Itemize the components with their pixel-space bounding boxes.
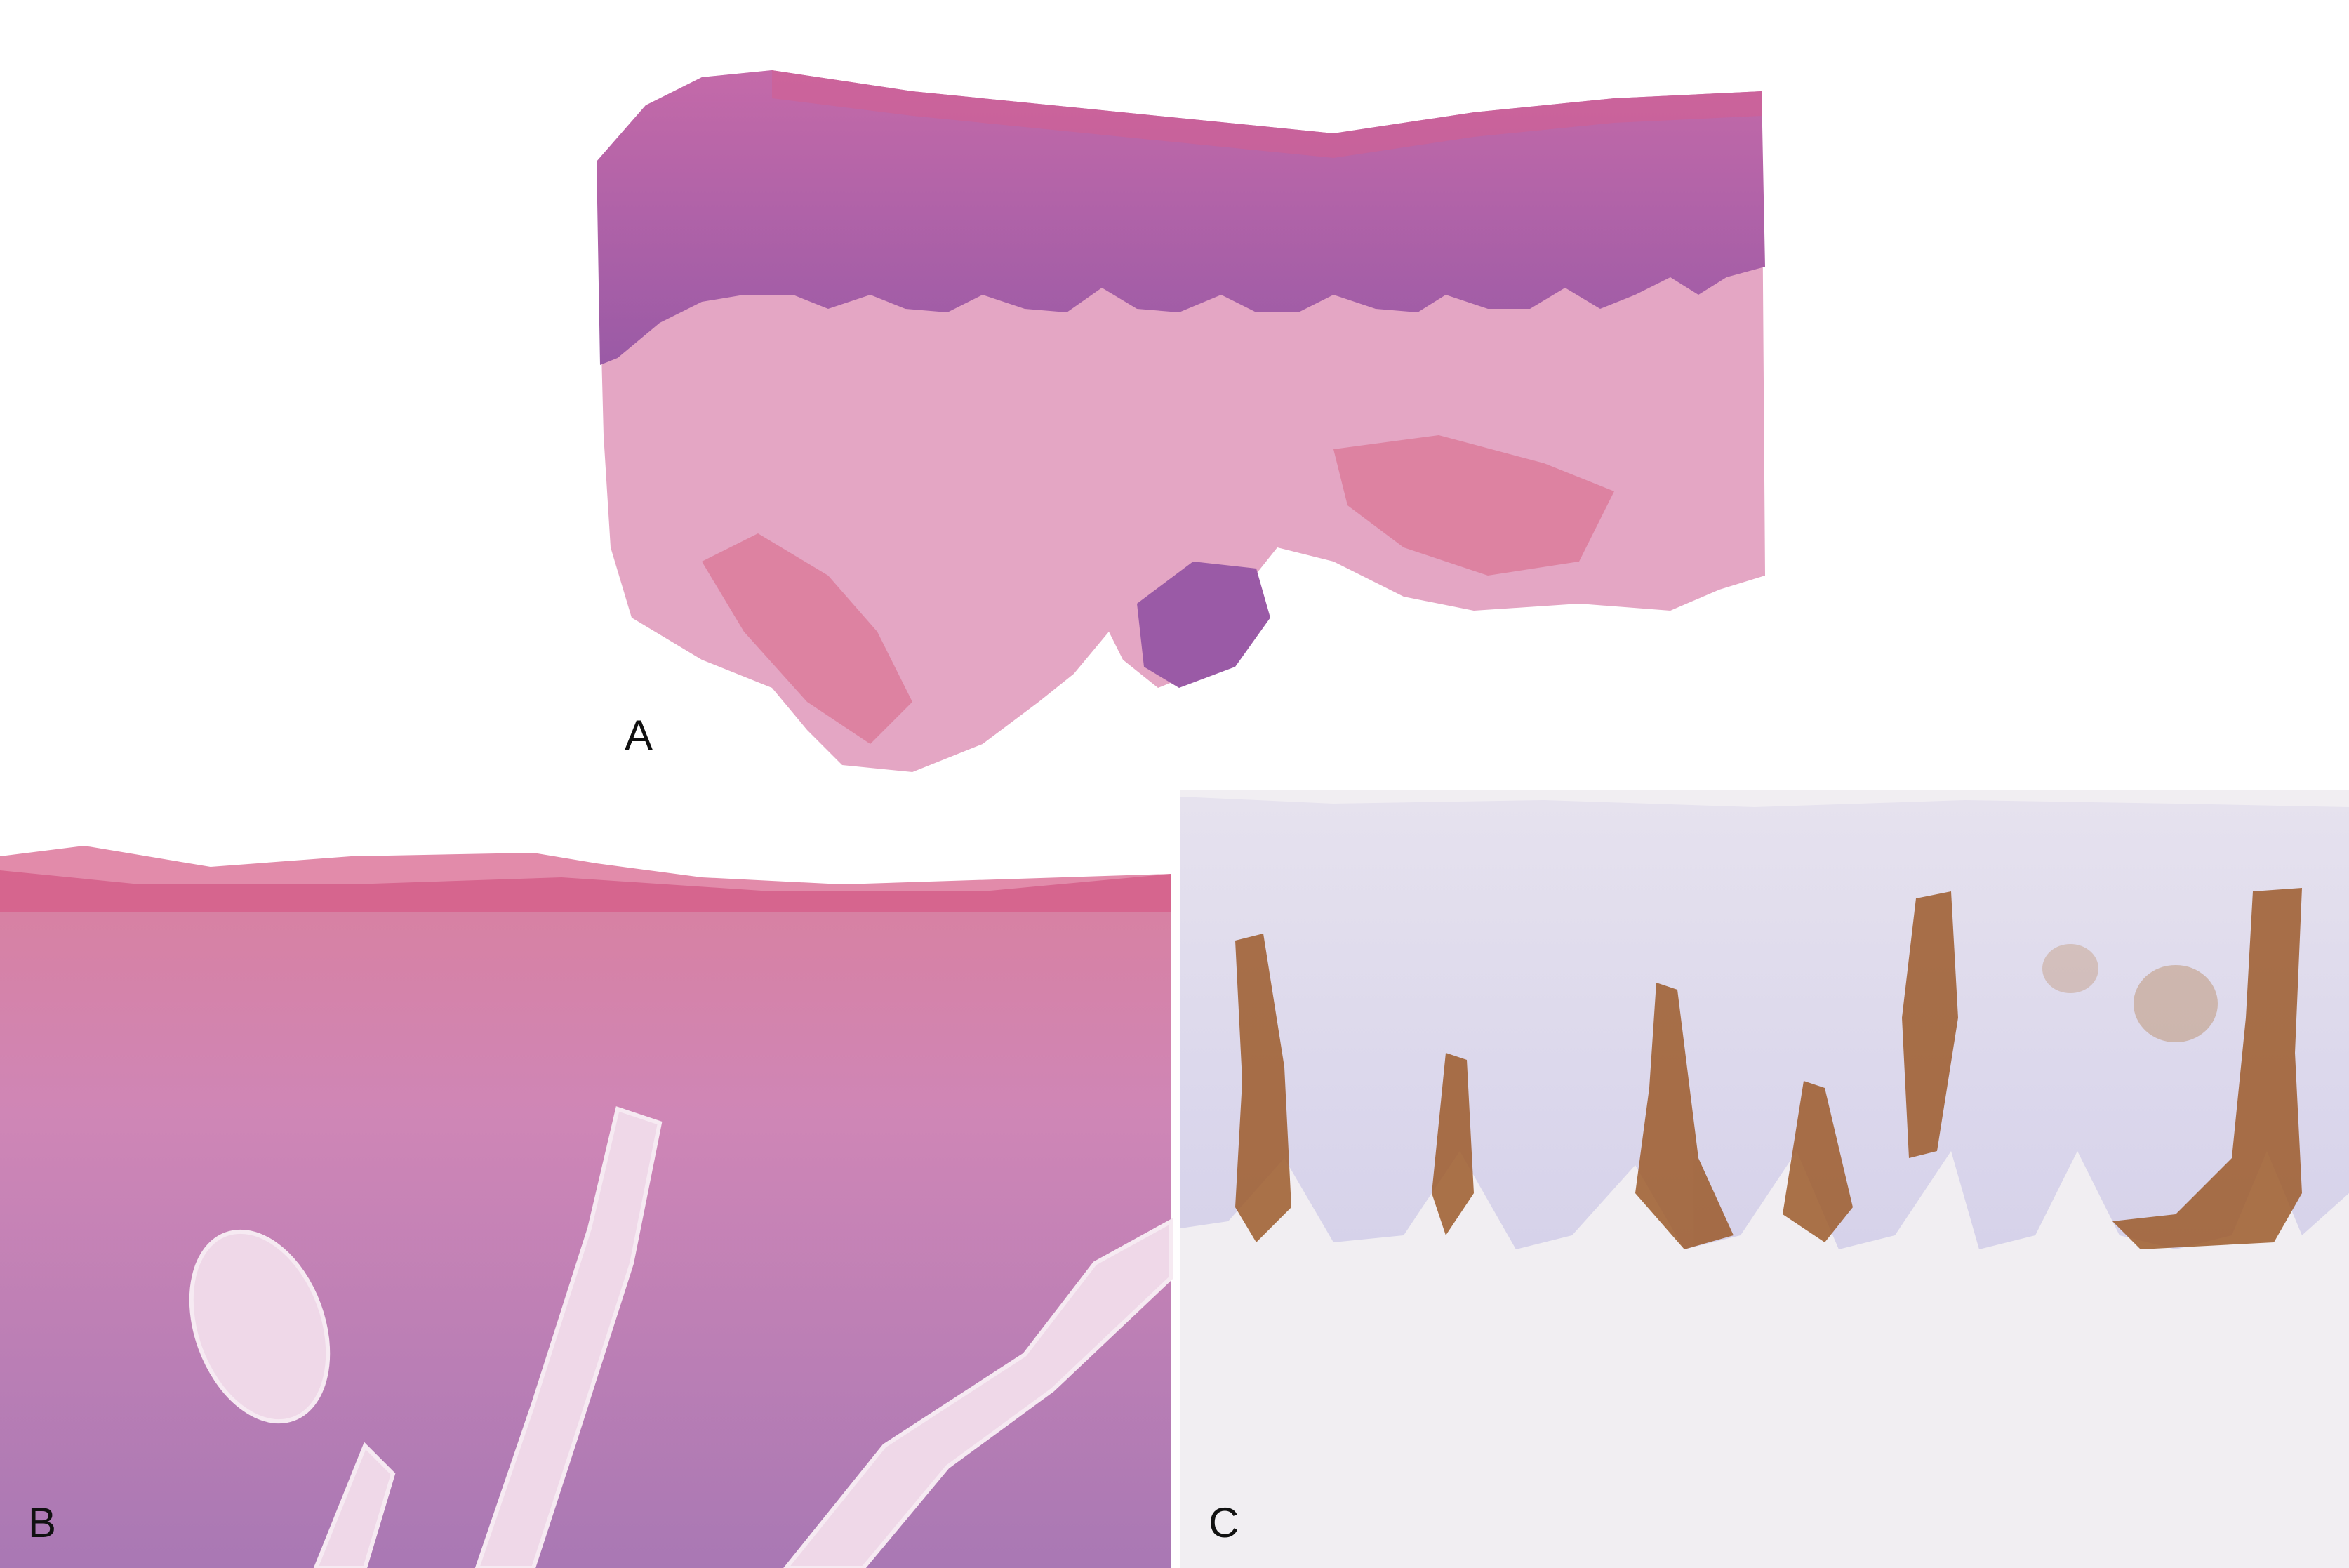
panel-a: A: [597, 70, 1765, 772]
panel-label: B: [28, 1499, 56, 1546]
panel-label: A: [625, 712, 653, 759]
tissue-epithelium: [597, 70, 1765, 365]
tissue-keratin: [772, 70, 1762, 158]
panel-label: C: [1209, 1499, 1239, 1546]
nodule: [1137, 562, 1270, 688]
tissue-epithelium: [0, 870, 1171, 1568]
tissue-epithelium: [1180, 797, 2349, 1249]
faint-stain: [2134, 965, 2218, 1042]
muscle-bundles: [702, 435, 1614, 744]
faint-stain: [2042, 944, 2098, 993]
panel-b: B: [0, 846, 1173, 1568]
brown-stain: [1235, 888, 2302, 1249]
surface-cells: [0, 846, 1171, 912]
papillae: [189, 1106, 1173, 1568]
panel-c: C: [1180, 790, 2349, 1568]
